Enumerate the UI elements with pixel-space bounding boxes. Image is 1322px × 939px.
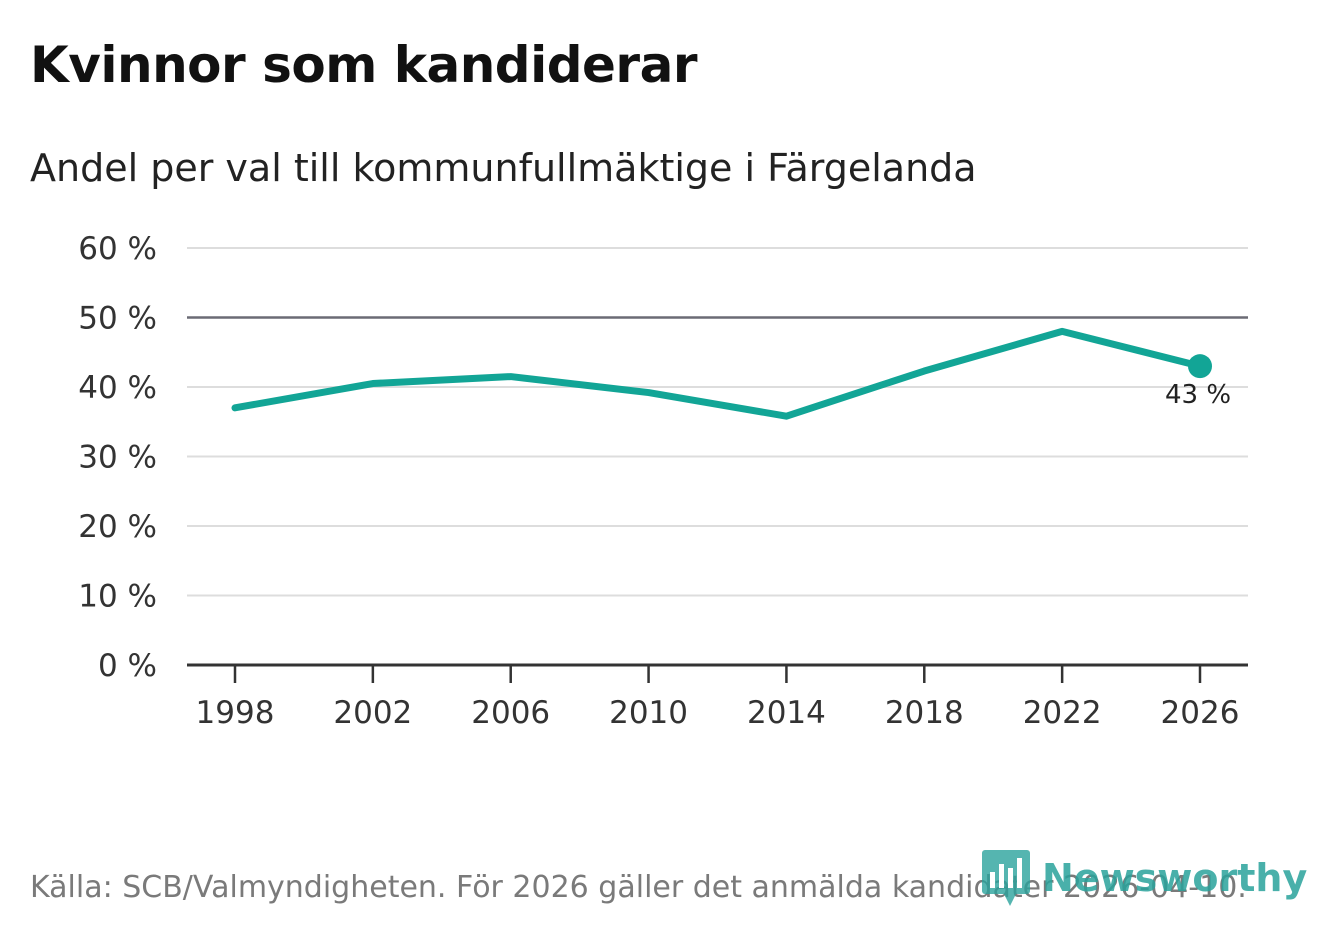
data-label-2026: 43 % <box>1165 380 1231 410</box>
series-layer: 43 % <box>231 327 1231 420</box>
x-tick-label: 1998 <box>196 695 275 731</box>
highlight-point <box>1188 354 1212 379</box>
y-axis-ticks: 0 % 10 % 20 % 30 % 40 % 50 % 60 % <box>78 231 157 684</box>
source-note: Källa: SCB/Valmyndigheten. För 2026 gäll… <box>30 870 1247 905</box>
y-tick-label: 50 % <box>78 301 157 337</box>
brand-name: Newsworthy <box>1042 856 1308 900</box>
chart-title: Kvinnor som kandiderar <box>30 36 697 94</box>
series-line <box>231 327 1204 420</box>
brand-logo: Newsworthy <box>982 848 1307 908</box>
newsworthy-logo-icon <box>982 850 1030 906</box>
x-tick-label: 2026 <box>1161 695 1240 731</box>
x-tick-label: 2006 <box>471 695 550 731</box>
y-tick-label: 0 % <box>98 648 157 684</box>
y-tick-label: 40 % <box>78 370 157 406</box>
chart-subtitle: Andel per val till kommunfullmäktige i F… <box>30 146 977 190</box>
y-tick-label: 10 % <box>78 579 157 615</box>
x-tick-label: 2018 <box>885 695 964 731</box>
x-tick-label: 2014 <box>747 695 826 731</box>
y-tick-label: 30 % <box>78 440 157 476</box>
x-tick-label: 2002 <box>333 695 412 731</box>
x-tick-label: 2022 <box>1023 695 1102 731</box>
y-tick-label: 20 % <box>78 509 157 545</box>
x-axis: 1998 2002 2006 2010 2014 2018 2022 2026 <box>187 663 1248 731</box>
y-tick-label: 60 % <box>78 231 157 267</box>
gridlines <box>187 247 1248 597</box>
x-tick-label: 2010 <box>609 695 688 731</box>
